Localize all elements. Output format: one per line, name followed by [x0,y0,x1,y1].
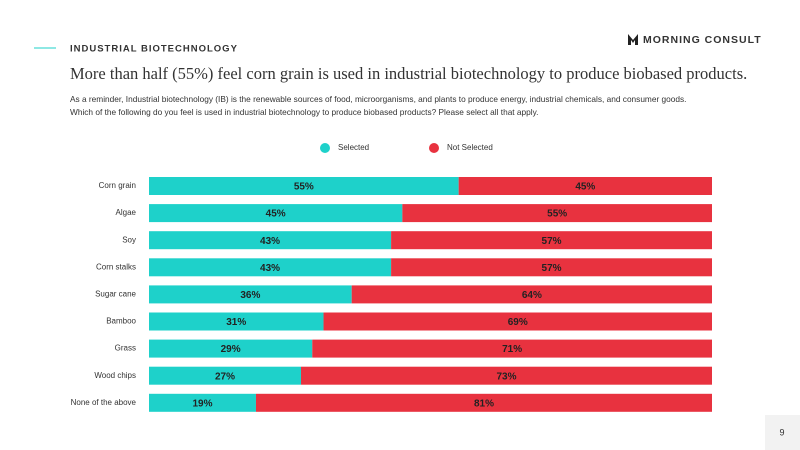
value-label: 71% [502,344,522,355]
title: More than half (55%) feel corn grain is … [70,64,747,83]
category-label: Wood chips [94,371,136,380]
subtitle-line: Which of the following do you feel is us… [70,107,538,117]
subtitle-line: As a reminder, Industrial biotechnology … [70,94,686,104]
category-label: Sugar cane [95,290,136,299]
brand: MORNING CONSULT [643,34,762,46]
value-label: 57% [542,236,562,247]
bar-segment [351,285,712,304]
value-label: 29% [221,344,241,355]
category-label: Bamboo [106,317,136,326]
legend-swatch [320,143,330,153]
value-label: 45% [266,209,286,220]
category-label: None of the above [71,398,137,407]
bar-segment [458,177,712,195]
value-label: 73% [496,371,516,382]
value-label: 36% [240,290,260,301]
page-number: 9 [779,427,784,437]
value-label: 31% [226,317,246,328]
category-label: Corn stalks [96,262,136,271]
value-label: 81% [474,398,494,409]
bar-segment [391,231,712,250]
value-label: 43% [260,263,280,274]
value-label: 45% [575,182,595,193]
bar-segment [149,177,459,195]
legend-label: Selected [338,143,369,152]
bar-segment [312,339,712,358]
legend-label: Not Selected [447,143,493,152]
value-label: 69% [508,317,528,328]
value-label: 27% [215,371,235,382]
bar-segment [255,393,712,412]
value-label: 19% [192,398,212,409]
bar-segment [149,312,324,331]
bar-segment [149,204,403,223]
page-number-box [765,415,800,450]
value-label: 57% [542,263,562,274]
value-label: 55% [547,209,567,220]
bar-segment [149,339,313,358]
category-label: Algae [116,208,137,217]
bar-segment [149,231,392,250]
bar-segment [301,366,712,385]
bar-segment [323,312,712,331]
section-label: INDUSTRIAL BIOTECHNOLOGY [70,44,238,55]
category-label: Corn grain [99,181,136,190]
bar-segment [149,393,256,412]
bar-segment [149,366,302,385]
value-label: 64% [522,290,542,301]
category-label: Grass [115,344,136,353]
category-label: Soy [122,235,136,244]
bar-segment [391,258,712,277]
logo-icon [628,34,638,45]
value-label: 55% [294,182,314,193]
legend-swatch [429,143,439,153]
bar-segment [149,285,352,304]
bar-segment [402,204,712,223]
bar-segment [149,258,392,277]
value-label: 43% [260,236,280,247]
